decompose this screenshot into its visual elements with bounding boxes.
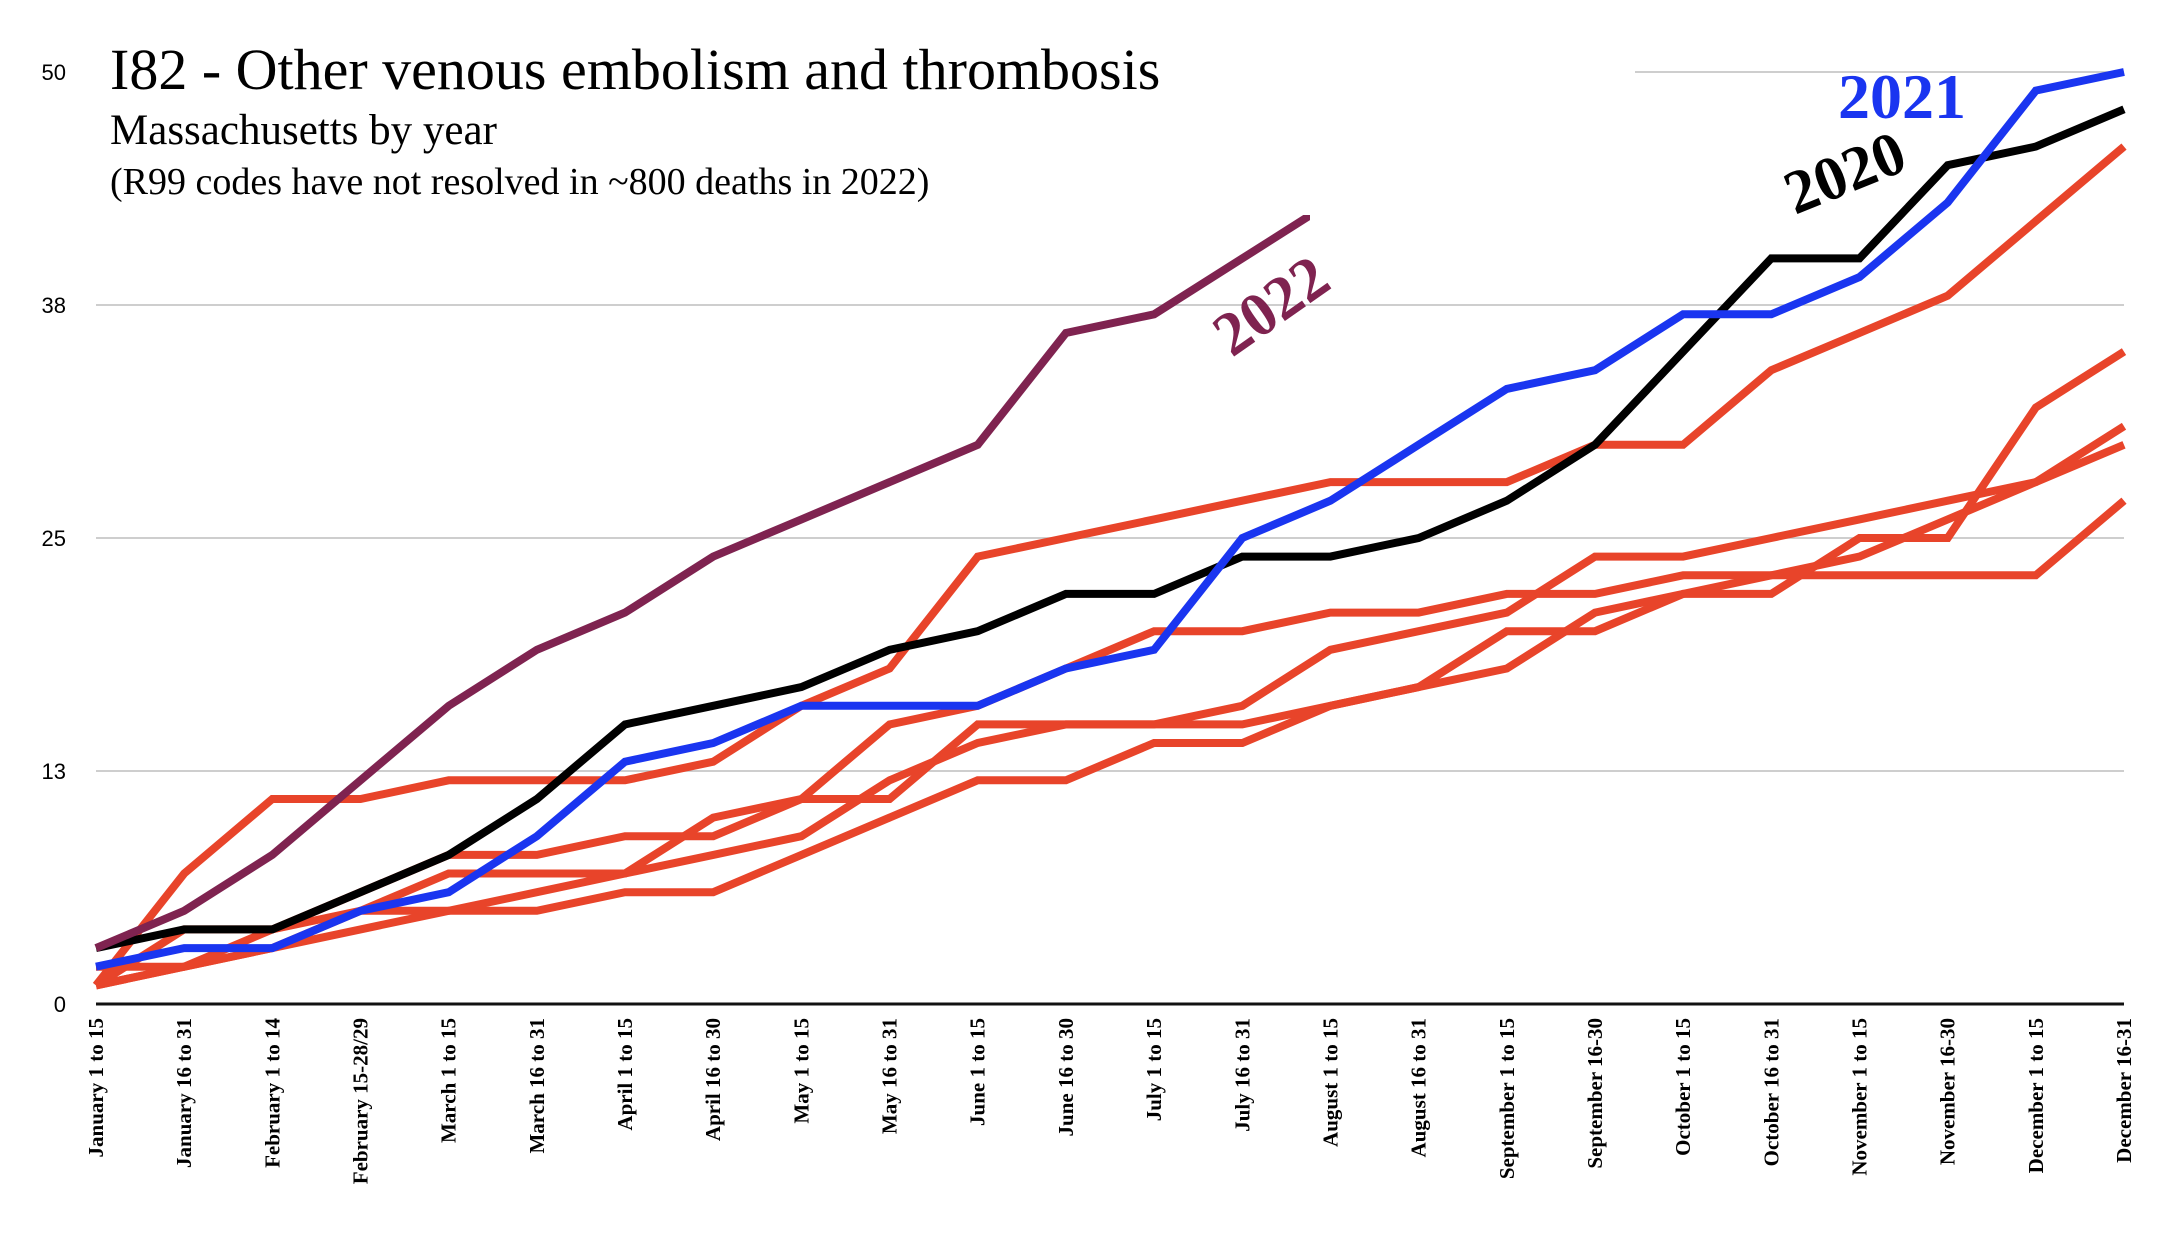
series-line-other-year-a (92, 143, 2127, 988)
y-tick-label: 50 (42, 60, 66, 85)
y-tick-label: 13 (42, 759, 66, 784)
series-label-2021: 2021 (1838, 61, 1966, 132)
x-tick-label: December 1 to 15 (2024, 1018, 2048, 1173)
series-line-other-year-b (93, 348, 2127, 989)
x-tick-label: January 1 to 15 (84, 1018, 108, 1157)
series-lines (92, 68, 2127, 990)
series-line-other-year-c (96, 422, 2127, 971)
series-line-2021 (95, 68, 2125, 971)
x-tick-label: October 1 to 15 (1671, 1018, 1695, 1156)
x-tick-label: November 16-30 (1936, 1018, 1960, 1165)
x-tick-label: September 1 to 15 (1495, 1018, 1519, 1179)
x-tick-label: November 1 to 15 (1847, 1018, 1871, 1176)
series-label-2020: 2020 (1775, 118, 1915, 227)
y-tick-label: 38 (42, 293, 66, 318)
x-tick-label: August 1 to 15 (1318, 1018, 1342, 1147)
y-tick-label: 0 (54, 992, 66, 1017)
chart-title: I82 - Other venous embolism and thrombos… (110, 37, 1161, 102)
y-tick-label: 25 (42, 526, 66, 551)
chart-subtitle: Massachusetts by year (110, 107, 497, 154)
x-tick-label: May 1 to 15 (789, 1018, 813, 1124)
x-tick-label: May 16 to 31 (878, 1018, 902, 1134)
x-tick-label: March 1 to 15 (437, 1018, 461, 1143)
x-tick-label: July 16 to 31 (1230, 1018, 1254, 1132)
x-tick-label: February 15-28/29 (349, 1018, 373, 1184)
chart-note: (R99 codes have not resolved in ~800 dea… (110, 161, 930, 203)
x-tick-label: March 16 to 31 (525, 1018, 549, 1154)
y-axis-ticks: 0 13 25 38 50 (42, 60, 66, 1017)
x-tick-label: June 16 to 30 (1054, 1018, 1078, 1136)
x-tick-label: September 16-30 (1583, 1018, 1607, 1169)
x-tick-label: April 16 to 30 (701, 1018, 725, 1141)
x-tick-label: August 16 to 31 (1407, 1018, 1431, 1157)
x-tick-label: January 16 to 31 (172, 1018, 196, 1168)
x-tick-label: October 16 to 31 (1759, 1018, 1783, 1166)
x-tick-label: July 1 to 15 (1142, 1018, 1166, 1121)
x-axis-ticks: January 1 to 15 January 16 to 31 February … (84, 1018, 2136, 1185)
x-tick-label: April 1 to 15 (613, 1018, 637, 1131)
x-tick-label: February 1 to 14 (260, 1018, 284, 1168)
x-tick-label: December 16-31 (2112, 1018, 2136, 1163)
series-label-2022: 2022 (1201, 243, 1342, 370)
series-line-2022 (94, 215, 1310, 952)
series-line-2020 (95, 105, 2126, 953)
x-tick-label: June 1 to 15 (966, 1018, 990, 1126)
